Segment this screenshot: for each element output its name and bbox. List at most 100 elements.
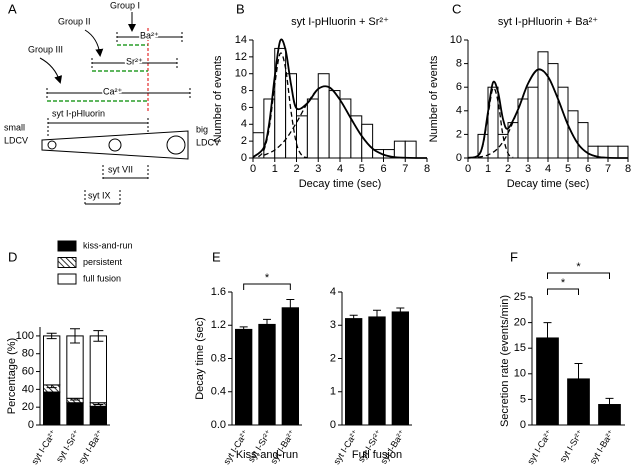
group-label: Group III [28,44,63,54]
significance-label: * [576,261,581,273]
ion-label: Ba²⁺ [140,30,159,40]
panel-label: D [8,249,17,264]
arrow [39,57,63,84]
group-label: Group I [110,0,140,10]
y-tick-label: 4 [456,105,462,117]
y-tick-label: 10 [235,68,247,80]
x-tick-label: 4 [545,163,551,175]
x-tick-label: 2 [293,163,299,175]
panel-label: C [452,1,461,16]
ion-label: Sr²⁺ [126,56,143,66]
y-tick-label: 0 [456,152,462,164]
histogram-bar [577,122,589,159]
y-tick-label: 6 [456,81,462,93]
y-tick-label: 20 [514,317,526,329]
y-tick-label: 10 [450,34,462,46]
histogram-bar [306,98,319,159]
x-tick-label: syt I-Ca²⁺ [29,428,58,466]
x-tick-label: 3 [315,163,321,175]
x-tick-label: 0 [250,163,256,175]
bar [281,307,299,426]
y-tick-label: 80 [22,348,34,360]
y-axis-label: Number of events [428,55,440,142]
isoform-bars [84,165,149,206]
y-axis-label: Number of events [212,55,224,142]
panel-label: E [212,249,221,264]
y-tick-label: 0 [330,419,336,431]
ldcv-label: small [4,122,25,132]
error-bar [286,298,295,317]
y-tick-label: 40 [22,383,34,395]
error-bar [93,330,104,342]
panel-label: B [236,1,245,16]
fit-curve [257,52,308,159]
error-bar [574,363,583,395]
bar [235,328,253,426]
error-bar [46,332,57,340]
legend-label: full fusion [83,273,121,283]
error-bar [239,326,248,333]
y-tick-label: 8 [241,84,247,96]
y-tick-label: 0.4 [211,386,226,398]
bar-segment [43,335,61,386]
fit-curve [252,38,428,159]
legend-swatch [57,273,77,285]
ldcv-label: LDCV [196,137,220,147]
y-tick-label: 0.8 [211,352,226,364]
bar [368,316,386,426]
error-bar [263,318,271,330]
y-tick-label: 2 [241,135,247,147]
y-tick-label: 8 [456,58,462,70]
x-tick-label: syt I-Ca²⁺ [525,428,554,466]
legend-label: kiss-and-run [83,240,133,250]
probe-label: syt I-pHluorin [52,108,105,118]
ldcv-label: LDCV [4,135,28,145]
x-tick-label: 5 [565,163,571,175]
vesicle [47,140,57,150]
histogram-bar [607,145,619,159]
panel-label: F [510,249,518,264]
x-axis-label: Decay time (sec) [507,178,590,190]
vesicle [108,138,122,152]
x-tick-label: 3 [525,163,531,175]
histogram-bar [404,140,417,159]
y-axis-label: Secretion rate (events/min) [499,295,511,427]
y-tick-label: 1.6 [211,286,226,298]
x-tick-label: 8 [424,163,430,175]
y-axis-label: Percentage (%) [6,338,18,414]
ldcv-label: big [196,124,208,134]
bar [258,323,276,426]
histogram-bar [527,86,539,159]
fit-curve [477,87,514,159]
group-label: Group II [58,16,91,26]
error-bar [396,307,405,317]
ion-label: Ca²⁺ [103,86,123,96]
y-tick-label: 10 [514,368,526,380]
probe-range [47,44,148,102]
isoform-label: syt VII [108,164,133,174]
y-tick-label: 0.0 [211,419,226,431]
legend-swatch [57,257,77,268]
y-tick-label: 15 [514,342,526,354]
histogram-bar [361,123,374,159]
y-tick-label: 25 [514,291,526,303]
x-tick-label: 1 [485,163,491,175]
diagram: A Group I Group II Group III Ba²⁺ Sr²⁺ C… [4,0,220,206]
x-tick-label: 7 [605,163,611,175]
y-tick-label: 100 [16,330,34,342]
x-tick-label: 6 [380,163,386,175]
y-tick-label: 5 [520,393,526,405]
x-tick-label: 7 [402,163,408,175]
y-tick-label: 60 [22,365,34,377]
x-tick-label: 0 [465,163,471,175]
bar-segment [66,402,84,426]
bar-segment [89,335,107,404]
probe-bar [47,118,149,136]
x-tick-label: 8 [625,163,631,175]
bar-segment [89,405,107,426]
legend-swatch [57,240,77,252]
x-tick-label: 5 [359,163,365,175]
x-tick-label: 2 [505,163,511,175]
y-tick-label: 0 [520,419,526,431]
